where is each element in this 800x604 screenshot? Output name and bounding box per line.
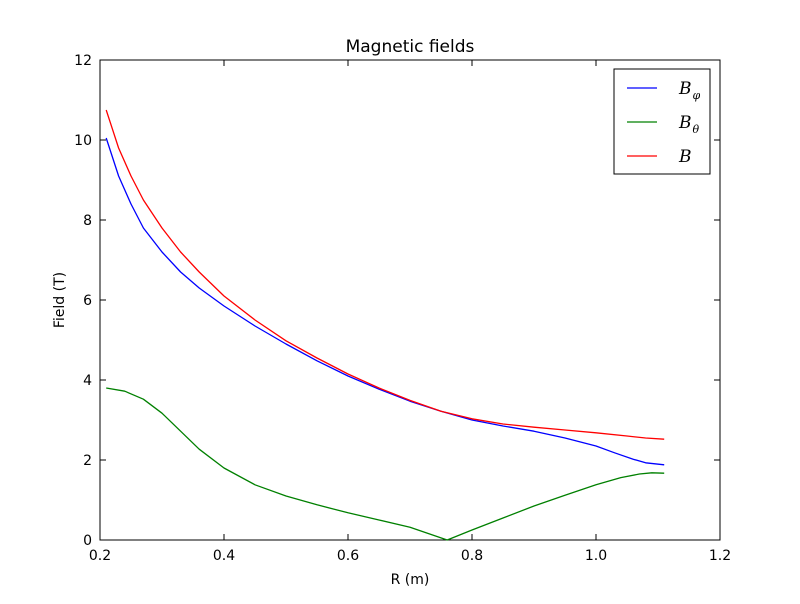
x-tick-label: 1.0: [585, 548, 607, 564]
series-line-1: [106, 387, 665, 541]
series-layer: [105, 109, 665, 541]
y-tick-label: 0: [83, 533, 92, 549]
y-tick-label: 4: [83, 373, 92, 389]
y-tick-label: 12: [74, 53, 92, 69]
ticks-layer: 0.2 0.4 0.6 0.8 1.0 1.2 0 2 4 6 8 10 12: [74, 53, 731, 564]
legend-label-2: B: [678, 147, 692, 167]
x-tick-label: 0.2: [89, 548, 111, 564]
x-tick-label: 0.8: [461, 548, 483, 564]
y-tick-label: 2: [83, 453, 92, 469]
x-tick-label: 0.4: [213, 548, 235, 564]
y-tick-label: 8: [83, 213, 92, 229]
y-tick-label: 6: [83, 293, 92, 309]
labels-layer: Magnetic fields R (m) Field (T): [52, 37, 475, 588]
chart-title: Magnetic fields: [346, 37, 475, 57]
legend-label-subscript-0: φ: [693, 89, 701, 102]
x-axis-label: R (m): [391, 572, 430, 588]
series-line-2: [105, 109, 665, 440]
legend-label-subscript-1: θ: [693, 123, 700, 136]
series-line-0: [105, 137, 665, 466]
x-tick-label: 0.6: [337, 548, 359, 564]
y-axis-label: Field (T): [52, 272, 68, 328]
x-tick-label: 1.2: [709, 548, 731, 564]
y-tick-label: 10: [74, 133, 92, 149]
